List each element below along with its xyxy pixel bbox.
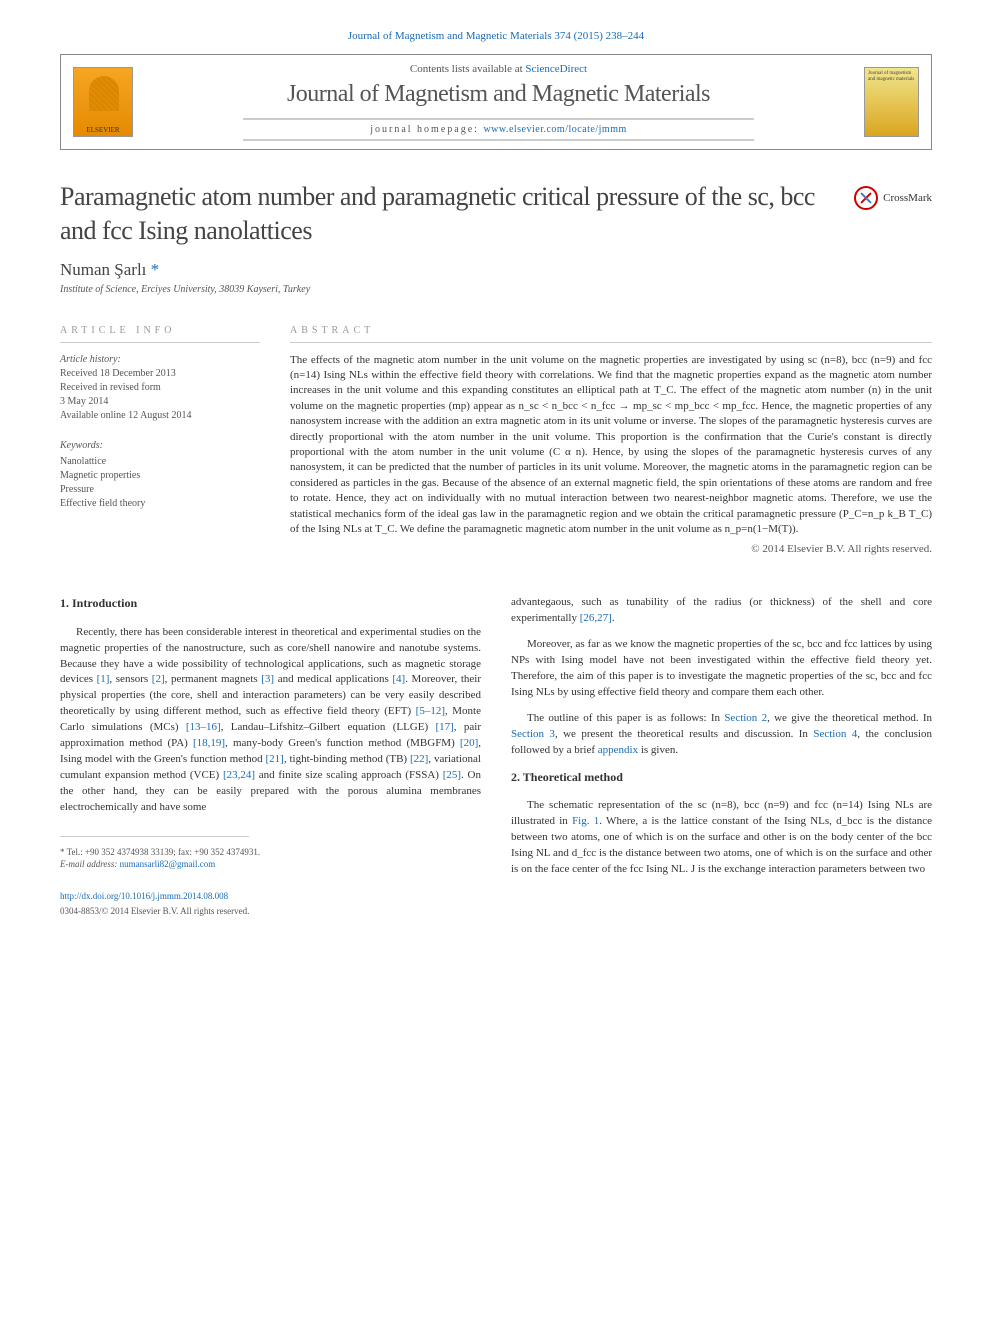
intro-paragraph-3: Moreover, as far as we know the magnetic… (511, 637, 932, 701)
homepage-line: journal homepage: www.elsevier.com/locat… (243, 118, 755, 141)
method-heading: 2. Theoretical method (511, 769, 932, 786)
article-info-column: ARTICLE INFO Article history: Received 1… (60, 325, 260, 556)
keywords-block: Keywords: Nanolattice Magnetic propertie… (60, 439, 260, 511)
article-title: Paramagnetic atom number and paramagneti… (60, 180, 834, 248)
intro-heading: 1. Introduction (60, 595, 481, 612)
journal-homepage-link[interactable]: www.elsevier.com/locate/jmmm (483, 124, 626, 135)
doi-line[interactable]: http://dx.doi.org/10.1016/j.jmmm.2014.08… (60, 890, 481, 903)
crossmark-badge[interactable]: CrossMark (854, 186, 932, 210)
abstract-text: The effects of the magnetic atom number … (290, 353, 932, 538)
journal-header-box: ELSEVIER Contents lists available at Sci… (60, 54, 932, 150)
online-date: Available online 12 August 2014 (60, 409, 260, 423)
keyword-2: Magnetic properties (60, 469, 260, 483)
footnote-divider (60, 836, 249, 837)
keyword-1: Nanolattice (60, 455, 260, 469)
homepage-prefix: journal homepage: (370, 124, 483, 135)
history-label: Article history: (60, 353, 260, 367)
info-abstract-row: ARTICLE INFO Article history: Received 1… (60, 325, 932, 556)
elsevier-logo: ELSEVIER (73, 67, 133, 137)
abstract-copyright: © 2014 Elsevier B.V. All rights reserved… (290, 543, 932, 555)
email-label: E-mail address: (60, 859, 120, 869)
keyword-3: Pressure (60, 483, 260, 497)
author-asterisk: * (151, 260, 160, 279)
footnote-block: * Tel.: +90 352 4374938 33139; fax: +90 … (60, 847, 481, 870)
journal-title: Journal of Magnetism and Magnetic Materi… (133, 81, 864, 108)
author-affiliation: Institute of Science, Erciyes University… (60, 284, 932, 295)
doi-link[interactable]: http://dx.doi.org/10.1016/j.jmmm.2014.08… (60, 891, 228, 901)
article-info-header: ARTICLE INFO (60, 325, 260, 343)
revised-line2: 3 May 2014 (60, 395, 260, 409)
intro-paragraph-2: advantegaous, such as tunability of the … (511, 595, 932, 627)
contents-line: Contents lists available at ScienceDirec… (133, 63, 864, 75)
footnote-email-line: E-mail address: numansarli82@gmail.com (60, 859, 481, 871)
body-column-left: 1. Introduction Recently, there has been… (60, 595, 481, 918)
keyword-4: Effective field theory (60, 497, 260, 511)
intro-paragraph-1: Recently, there has been considerable in… (60, 625, 481, 816)
title-row: Paramagnetic atom number and paramagneti… (60, 180, 932, 248)
author-name: Numan Şarlı * (60, 260, 932, 280)
keywords-label: Keywords: (60, 439, 260, 453)
abstract-header: ABSTRACT (290, 325, 932, 343)
sciencedirect-link[interactable]: ScienceDirect (525, 63, 587, 75)
contents-prefix: Contents lists available at (410, 63, 525, 75)
issn-line: 0304-8853/© 2014 Elsevier B.V. All right… (60, 905, 481, 918)
header-center: Contents lists available at ScienceDirec… (133, 63, 864, 141)
body-column-right: advantegaous, such as tunability of the … (511, 595, 932, 918)
abstract-column: ABSTRACT The effects of the magnetic ato… (290, 325, 932, 556)
article-history: Article history: Received 18 December 20… (60, 353, 260, 423)
journal-reference: Journal of Magnetism and Magnetic Materi… (60, 30, 932, 42)
intro-paragraph-4: The outline of this paper is as follows:… (511, 711, 932, 759)
crossmark-label: CrossMark (883, 192, 932, 204)
crossmark-icon (854, 186, 878, 210)
elsevier-logo-text: ELSEVIER (86, 126, 119, 134)
method-paragraph-1: The schematic representation of the sc (… (511, 798, 932, 878)
body-columns: 1. Introduction Recently, there has been… (60, 595, 932, 918)
email-link[interactable]: numansarli82@gmail.com (120, 859, 216, 869)
journal-cover-thumbnail: Journal of magnetism and magnetic materi… (864, 67, 919, 137)
revised-line1: Received in revised form (60, 381, 260, 395)
received-date: Received 18 December 2013 (60, 367, 260, 381)
footnote-tel: * Tel.: +90 352 4374938 33139; fax: +90 … (60, 847, 481, 859)
